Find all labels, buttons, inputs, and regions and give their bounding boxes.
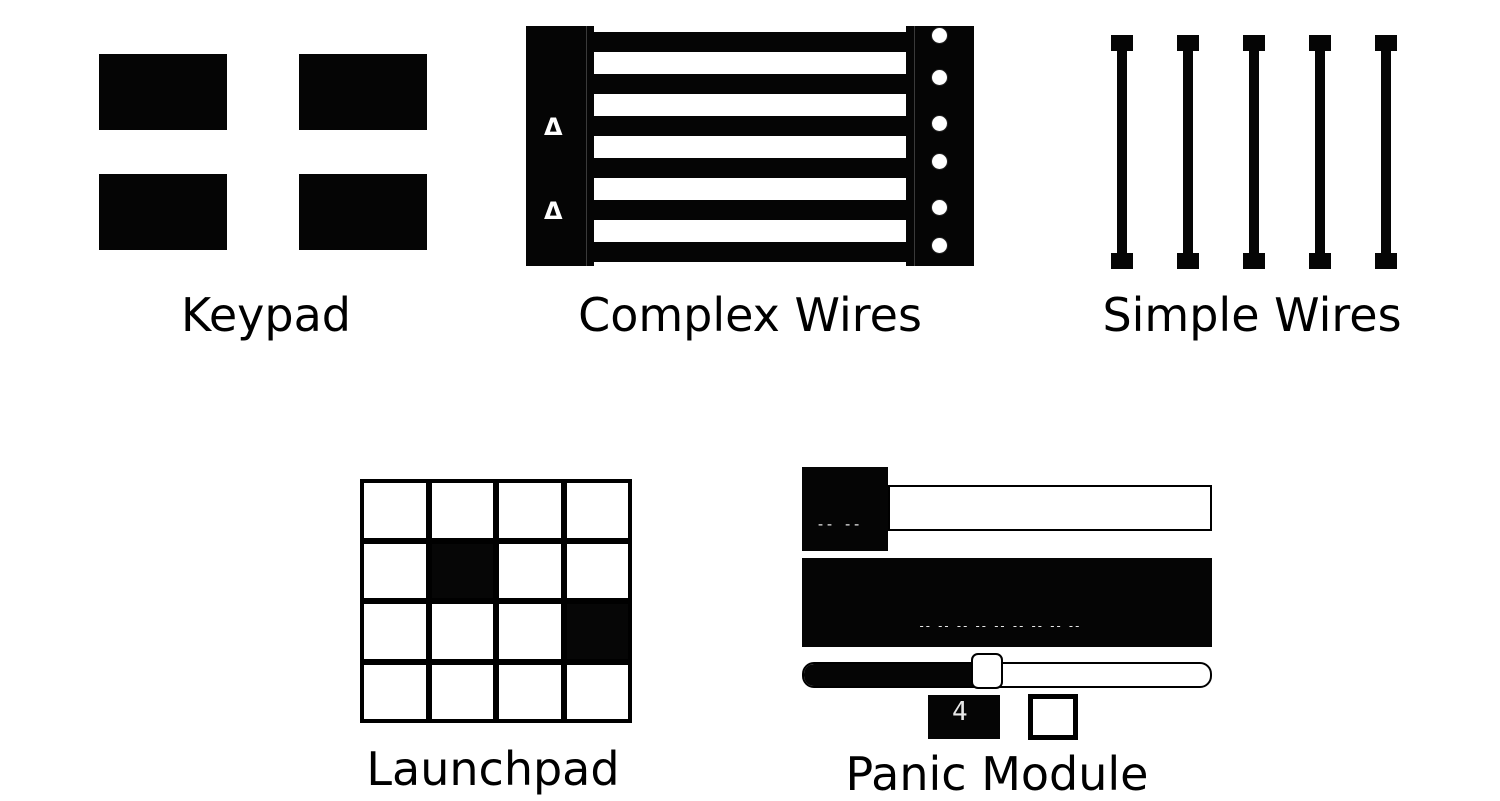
simple-wire-3[interactable] — [1243, 35, 1265, 269]
complex-wires-led-2 — [931, 69, 948, 86]
launchpad-cell-r4-c2[interactable] — [431, 664, 493, 719]
complex-wires-led-6 — [931, 237, 948, 254]
complex-wires-led-3 — [931, 115, 948, 132]
complex-wire-6[interactable] — [590, 242, 910, 262]
panic-main-display-text: -- -- -- -- -- -- -- -- -- — [918, 619, 1081, 633]
simple-wires-label: Simple Wires — [1102, 288, 1402, 342]
launchpad-cell-r3-c3[interactable] — [499, 604, 561, 659]
launchpad-cell-r2-c4[interactable] — [566, 543, 628, 598]
complex-wires-symbol-1: Δ — [544, 113, 563, 141]
keypad-key-top-right[interactable] — [299, 54, 427, 130]
panic-input-field[interactable] — [888, 485, 1212, 531]
keypad-key-bottom-left[interactable] — [99, 174, 227, 250]
complex-wires-label: Complex Wires — [578, 288, 922, 342]
complex-wires-symbol-2: Δ — [544, 197, 563, 225]
complex-wires-led-5 — [931, 199, 948, 216]
simple-wire-2[interactable] — [1177, 35, 1199, 269]
panic-timer-text: -- -- — [816, 515, 862, 533]
launchpad-cell-r4-c1[interactable] — [364, 664, 426, 719]
panic-main-display: -- -- -- -- -- -- -- -- -- — [802, 558, 1212, 647]
complex-wire-5[interactable] — [590, 200, 910, 220]
panic-counter-value: 4 — [952, 697, 968, 727]
launchpad-cell-r2-c3[interactable] — [499, 543, 561, 598]
keypad-label: Keypad — [181, 288, 351, 342]
launchpad-cell-r1-c4[interactable] — [566, 483, 628, 538]
simple-wires-graphic — [1111, 35, 1397, 269]
launchpad-cell-r1-c2[interactable] — [431, 483, 493, 538]
complex-wires-panel-divider-left — [586, 26, 587, 266]
panic-slider-track[interactable] — [802, 662, 1212, 688]
panic-module-label: Panic Module — [845, 747, 1149, 801]
simple-wire-4[interactable] — [1309, 35, 1331, 269]
launchpad-label: Launchpad — [366, 742, 620, 796]
keypad-key-bottom-right[interactable] — [299, 174, 427, 250]
launchpad-cell-r2-c2[interactable] — [431, 543, 493, 598]
panic-slider-thumb[interactable] — [970, 653, 1003, 689]
complex-wires-led-4 — [931, 153, 948, 170]
simple-wire-5[interactable] — [1375, 35, 1397, 269]
launchpad-cell-r3-c4[interactable] — [566, 604, 628, 659]
keypad-key-top-left[interactable] — [99, 54, 227, 130]
complex-wire-2[interactable] — [590, 74, 910, 94]
panic-slider-fill — [804, 664, 989, 686]
simple-wire-1[interactable] — [1111, 35, 1133, 269]
complex-wires-led-1 — [931, 27, 948, 44]
launchpad-cell-r4-c4[interactable] — [566, 664, 628, 719]
panic-checkbox[interactable] — [1028, 694, 1078, 740]
complex-wire-3[interactable] — [590, 116, 910, 136]
launchpad-cell-r4-c3[interactable] — [499, 664, 561, 719]
launchpad-grid — [360, 479, 632, 723]
complex-wire-4[interactable] — [590, 158, 910, 178]
complex-wire-1[interactable] — [590, 32, 910, 52]
launchpad-cell-r3-c2[interactable] — [431, 604, 493, 659]
panic-timer-display: -- -- — [802, 467, 888, 551]
launchpad-cell-r2-c1[interactable] — [364, 543, 426, 598]
launchpad-cell-r1-c1[interactable] — [364, 483, 426, 538]
complex-wires-panel-divider-right — [914, 26, 915, 266]
complex-wires-right-panel — [906, 26, 974, 266]
complex-wires-left-panel — [526, 26, 594, 266]
launchpad-cell-r1-c3[interactable] — [499, 483, 561, 538]
panic-counter-display: 4 — [928, 695, 1000, 739]
launchpad-cell-r3-c1[interactable] — [364, 604, 426, 659]
